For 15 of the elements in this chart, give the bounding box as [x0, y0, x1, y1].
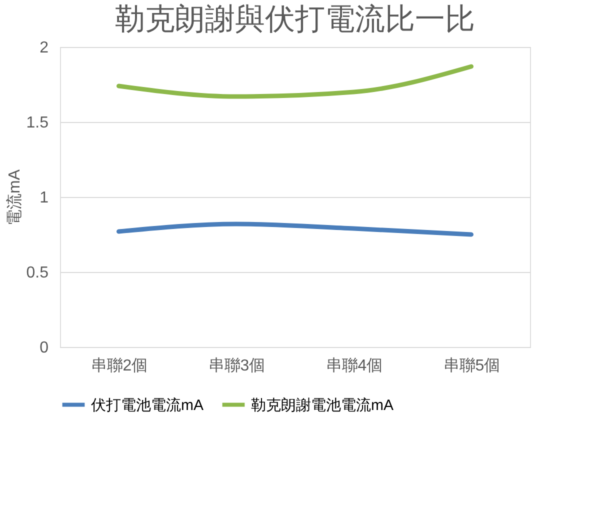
x-tick-label: 串聯2個 [90, 356, 148, 374]
y-tick-label: 1.5 [26, 114, 49, 132]
y-axis-title: 電流mA [5, 169, 24, 226]
y-tick-label: 1 [40, 190, 49, 206]
x-tick-label: 串聯4個 [326, 356, 383, 374]
y-tick-label: 0 [40, 340, 49, 356]
legend-label: 伏打電池電流mA [91, 396, 204, 414]
x-tick-label: 串聯5個 [443, 356, 500, 374]
legend-label: 勒克朗謝電池電流mA [251, 396, 394, 414]
y-tick-label: 2 [40, 40, 49, 56]
line-series [116, 222, 474, 237]
y-tick-label: 0.5 [26, 264, 49, 282]
x-tick-label: 串聯3個 [208, 356, 266, 374]
chart-title: 勒克朗謝與伏打電流比一比 [115, 3, 475, 36]
line-series [116, 64, 474, 99]
